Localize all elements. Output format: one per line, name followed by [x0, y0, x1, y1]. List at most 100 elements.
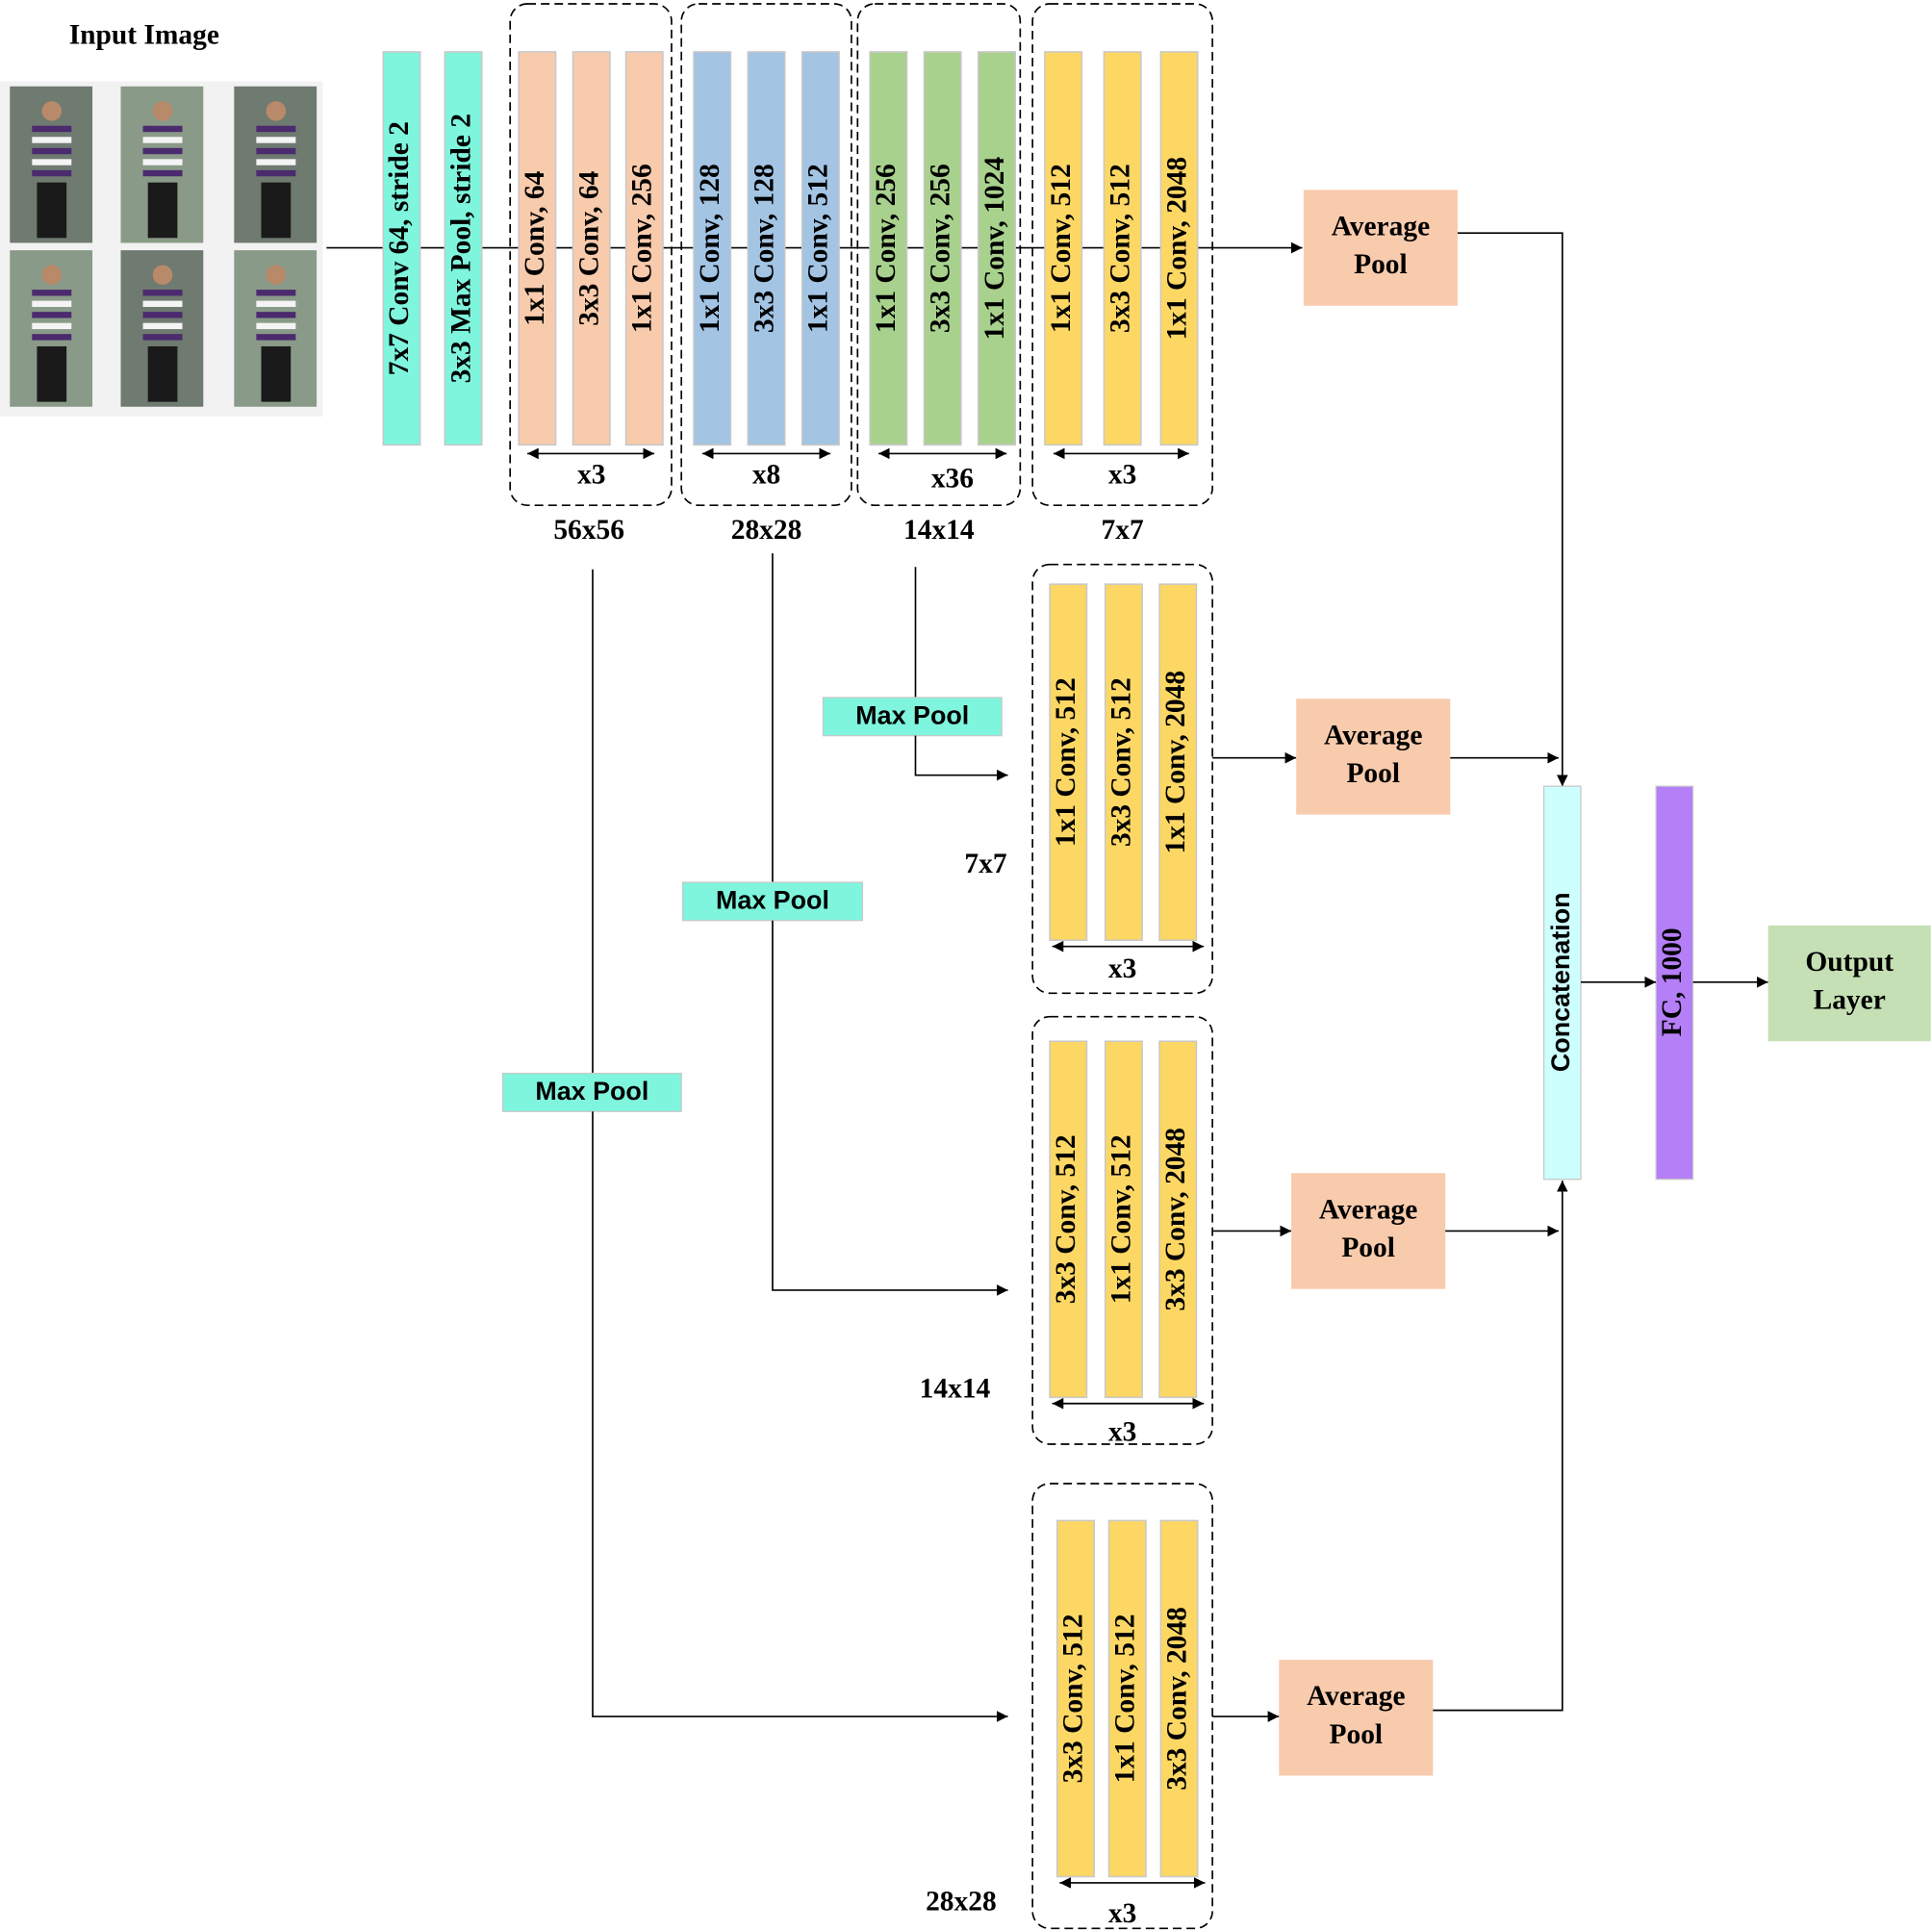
layer-block [1159, 1519, 1199, 1878]
average-pool [1303, 190, 1458, 306]
stripe [256, 322, 296, 330]
input-title: Input Image [69, 19, 219, 50]
size-label: 7x7 [964, 849, 1006, 879]
stripe [32, 159, 72, 165]
layer-block [624, 51, 664, 446]
arrow [1433, 1180, 1568, 1712]
head [41, 265, 63, 285]
average-pool [1296, 699, 1451, 815]
layer-block-label: 1x1 Conv, 512 [1110, 1614, 1141, 1784]
layer-block [978, 51, 1016, 446]
layer-block-label: 3x3 Conv, 2048 [1160, 1128, 1191, 1311]
stripe [142, 312, 183, 318]
layer-block-label: 1x1 Conv, 512 [1106, 1134, 1137, 1304]
stripe [256, 169, 296, 177]
layer-block [1104, 1040, 1143, 1399]
stage-box [1031, 3, 1213, 507]
average-pool-label: Average [1319, 1194, 1417, 1225]
stripe [142, 147, 183, 155]
fc [1655, 785, 1694, 1181]
max-pool [822, 697, 1003, 737]
layer-block-label: 1x1 Conv, 512 [1046, 164, 1077, 333]
layer-block [1158, 1040, 1198, 1399]
layer-block [518, 51, 557, 446]
layer-block [1049, 1040, 1088, 1399]
stem-block-label: 7x7 Conv 64, stride 2 [384, 121, 415, 375]
size-label: 7x7 [1102, 515, 1144, 546]
stripe [256, 334, 296, 341]
size-label: 56x56 [553, 515, 624, 546]
layer-block [1044, 51, 1083, 446]
max-pool-label: Max Pool [535, 1077, 648, 1105]
layer-block-label: 1x1 Conv, 2048 [1160, 671, 1191, 854]
layer-block [1055, 1519, 1095, 1878]
layer-block-label: 3x3 Conv, 2048 [1161, 1607, 1192, 1791]
size-label: 28x28 [926, 1886, 997, 1917]
size-label: 28x28 [731, 515, 802, 546]
stripe [32, 125, 72, 133]
arrow [772, 920, 1008, 1296]
layer-block-label: 1x1 Conv, 512 [1051, 677, 1081, 847]
stage-box [509, 3, 673, 507]
legs [147, 182, 178, 239]
layer-block-label: 3x3 Conv, 64 [573, 170, 604, 325]
output-layer-label: Layer [1814, 985, 1886, 1016]
stripe [256, 312, 296, 318]
layer-block [1049, 583, 1088, 942]
layer-block [923, 51, 962, 446]
head [41, 101, 63, 121]
repeat-label: x3 [1108, 953, 1136, 984]
size-label: 14x14 [920, 1374, 991, 1405]
stripe [142, 300, 183, 308]
average-pool [1279, 1660, 1434, 1776]
stripe [142, 169, 183, 177]
repeat-label: x3 [1108, 460, 1136, 491]
stripe [256, 290, 296, 296]
layer-block [693, 51, 732, 446]
legs [261, 345, 292, 402]
layer-block-label: 1x1 Conv, 512 [803, 164, 834, 333]
head [266, 101, 287, 121]
repeat-label: x3 [577, 460, 605, 491]
layer-block [572, 51, 611, 446]
layer-block [869, 51, 908, 446]
stem-block-label: 3x3 Max Pool, stride 2 [445, 114, 476, 383]
head [152, 265, 173, 285]
stripe [32, 137, 72, 143]
max-pool [681, 881, 864, 922]
layer-block-label: 3x3 Conv, 512 [1106, 677, 1137, 847]
head [152, 101, 173, 121]
legs [261, 182, 292, 239]
average-pool-label: Pool [1354, 249, 1408, 280]
layer-block-label: 1x1 Conv, 1024 [979, 157, 1010, 341]
repeat-label: x3 [1108, 1417, 1136, 1448]
head [266, 265, 287, 285]
stripe [32, 147, 72, 155]
average-pool-label: Pool [1330, 1719, 1384, 1750]
layer-block [801, 51, 840, 446]
stripe [32, 322, 72, 330]
layer-block-label: 1x1 Conv, 256 [871, 164, 902, 333]
stripe [32, 334, 72, 341]
stripe [142, 159, 183, 165]
stripe [32, 312, 72, 318]
layer-block-label: 3x3 Conv, 512 [1051, 1134, 1081, 1304]
layer-block-label: 3x3 Conv, 256 [925, 164, 955, 333]
stem-block [382, 51, 421, 446]
layer-block-label: 1x1 Conv, 256 [627, 164, 658, 333]
legs [147, 345, 178, 402]
output-layer [1767, 925, 1931, 1042]
average-pool-label: Average [1324, 720, 1422, 750]
stripe [142, 322, 183, 330]
max-pool-label: Max Pool [716, 886, 829, 915]
repeat-label: x36 [931, 463, 974, 494]
average-pool-label: Average [1307, 1681, 1405, 1712]
arrow [914, 735, 1008, 781]
legs [37, 345, 67, 402]
average-pool-label: Pool [1346, 758, 1400, 789]
layer-block [1158, 583, 1198, 942]
repeat-label: x8 [752, 460, 780, 491]
layer-block [1103, 51, 1142, 446]
average-pool-label: Pool [1341, 1232, 1395, 1263]
